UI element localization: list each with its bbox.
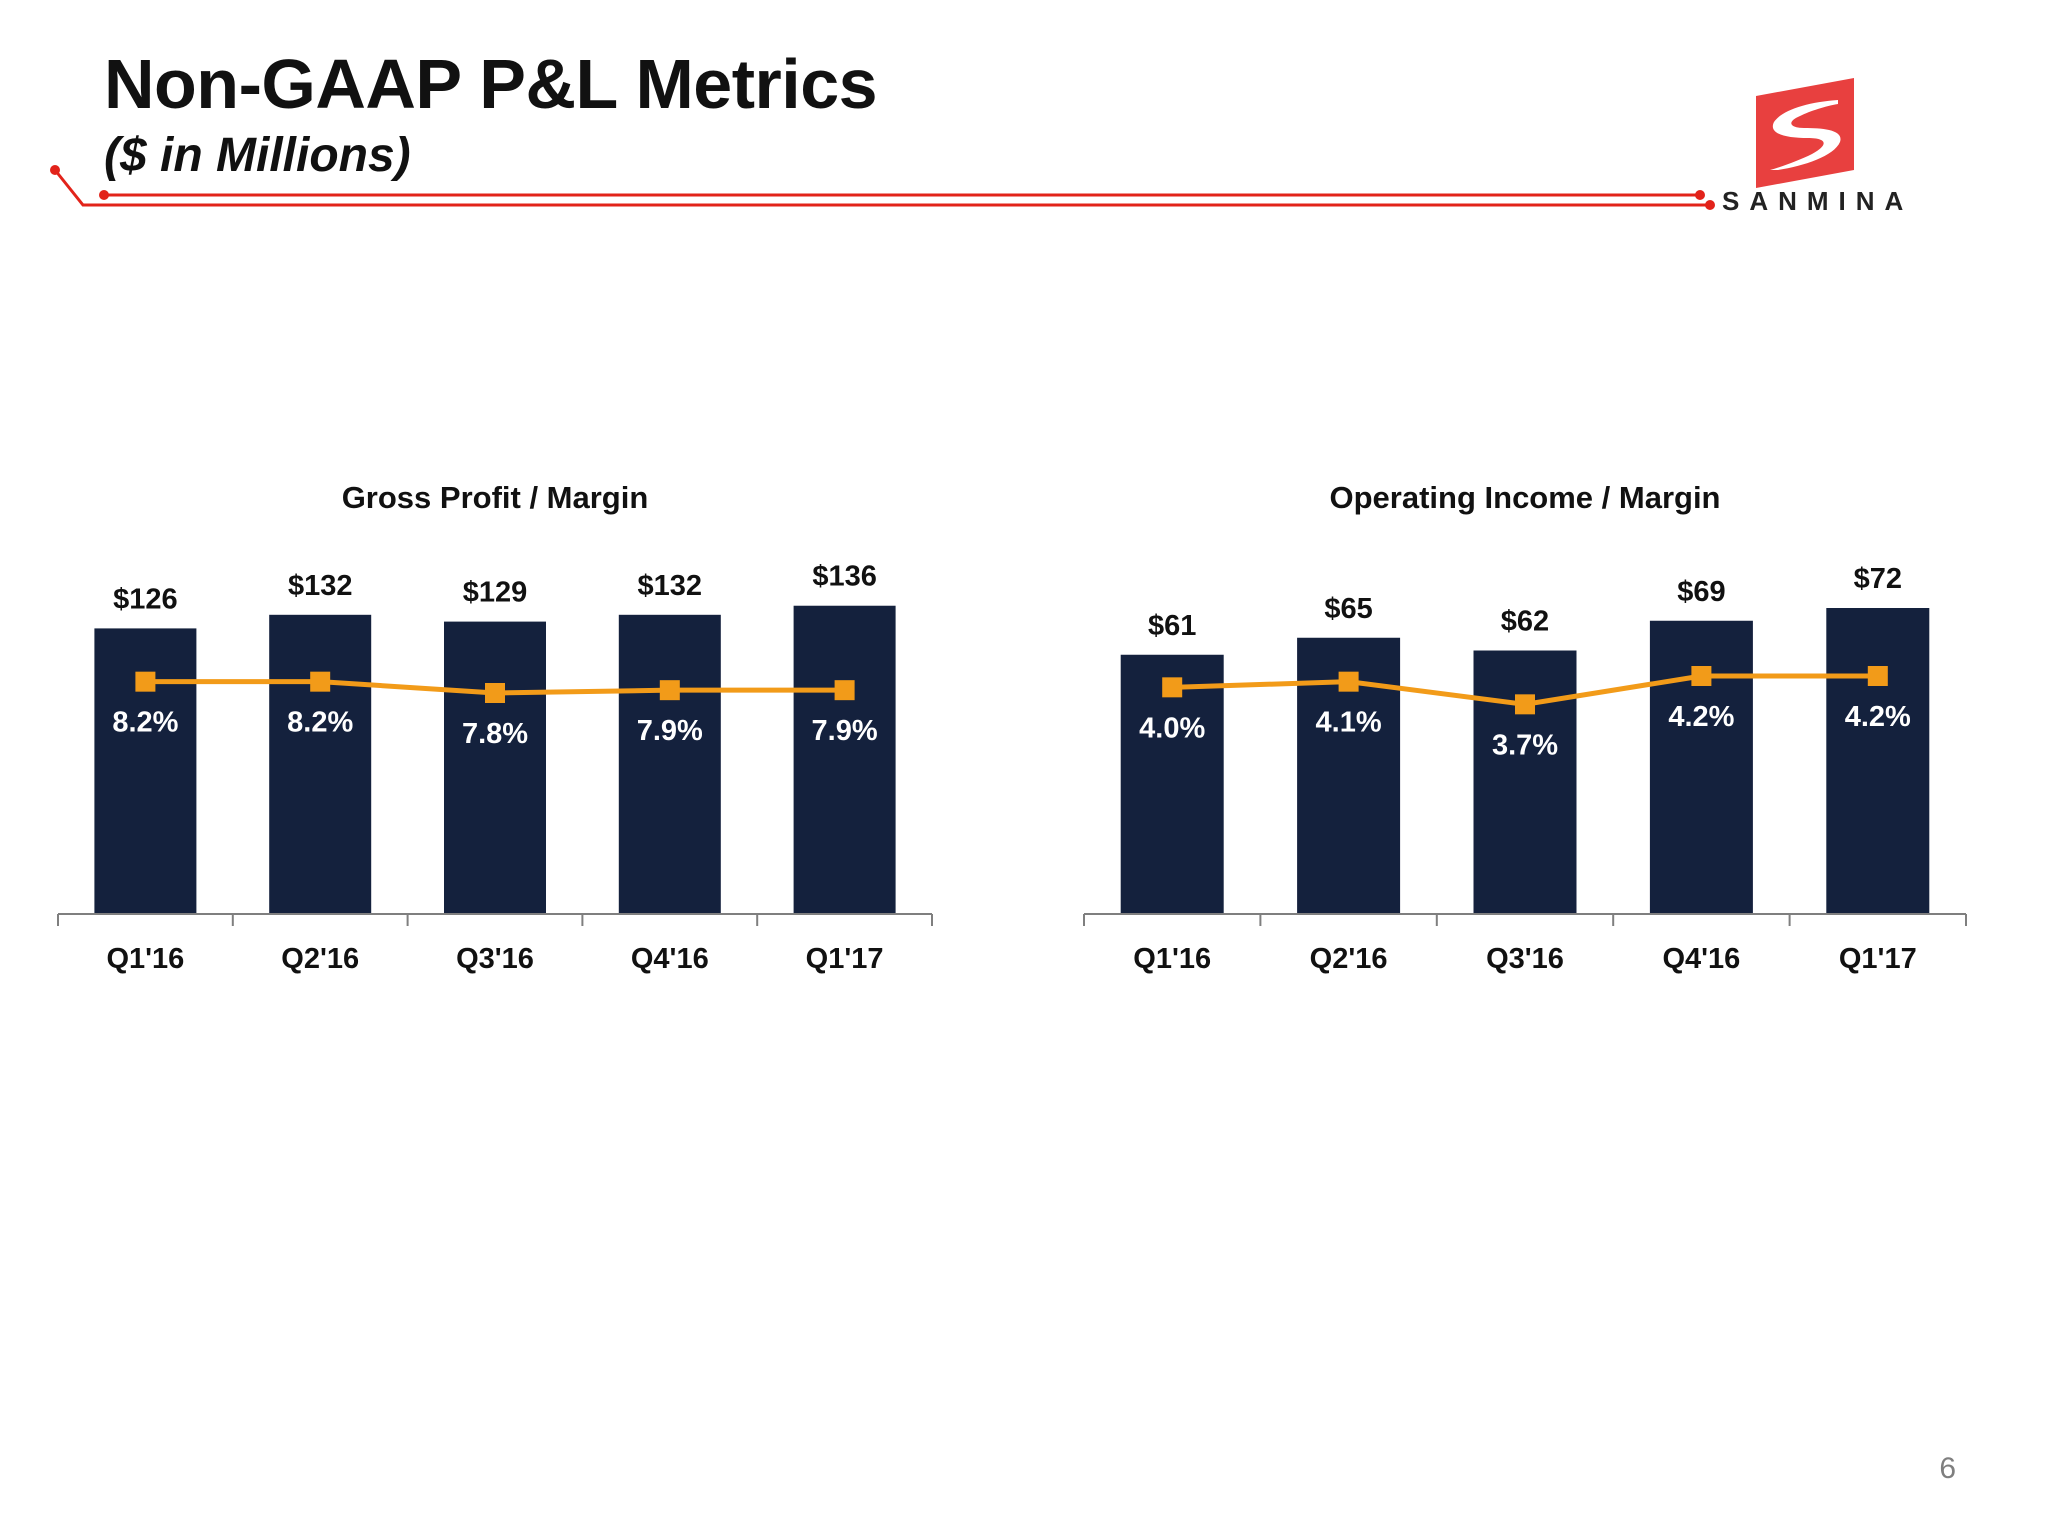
margin-point <box>1338 671 1359 692</box>
margin-point <box>1162 677 1183 698</box>
x-tick-label: Q1'16 <box>1133 943 1211 975</box>
x-tick-label: Q2'16 <box>1310 943 1388 975</box>
header-rule <box>50 165 1715 210</box>
bar <box>94 628 197 914</box>
bar <box>1826 608 1930 914</box>
x-tick-label: Q2'16 <box>281 943 359 975</box>
bar-value-label: $132 <box>288 570 353 602</box>
chart-title: Operating Income / Margin <box>1330 480 1721 515</box>
margin-point <box>834 680 855 701</box>
bar <box>793 605 896 914</box>
x-tick-label: Q3'16 <box>456 943 534 975</box>
margin-value-label: 3.7% <box>1492 729 1558 761</box>
margin-value-label: 7.9% <box>812 715 878 747</box>
bar <box>269 614 372 914</box>
margin-value-label: 4.2% <box>1668 701 1734 733</box>
bar-value-label: $62 <box>1501 606 1549 638</box>
bar-value-label: $69 <box>1677 576 1725 608</box>
margin-point <box>659 680 680 701</box>
x-tick-label: Q4'16 <box>1662 943 1740 975</box>
logo-wordmark: SANMINA <box>1722 186 1914 216</box>
x-tick-label: Q1'16 <box>106 943 184 975</box>
margin-point <box>310 671 331 692</box>
bar-value-label: $129 <box>463 577 528 609</box>
x-tick-label: Q3'16 <box>1486 943 1564 975</box>
margin-value-label: 4.2% <box>1845 701 1911 733</box>
x-tick-label: Q4'16 <box>631 943 709 975</box>
page-number: 6 <box>1939 1452 1956 1485</box>
margin-point <box>1867 666 1888 686</box>
margin-point <box>135 671 156 692</box>
margin-point <box>1691 666 1712 686</box>
x-tick-label: Q1'17 <box>1839 943 1917 975</box>
margin-point <box>485 683 505 703</box>
margin-value-label: 4.1% <box>1316 707 1382 739</box>
margin-value-label: 8.2% <box>287 707 353 739</box>
bar <box>618 614 721 914</box>
bar-value-label: $132 <box>638 570 703 602</box>
bar-value-label: $136 <box>812 561 877 593</box>
margin-value-label: 7.9% <box>637 715 703 747</box>
charts-area: Gross Profit / Margin $126 Q1'16 $132 Q2'16 $… <box>57 480 1967 975</box>
slide-title: Non-GAAP P&L Metrics <box>104 45 878 123</box>
bar <box>1649 620 1753 914</box>
bar <box>1120 654 1224 914</box>
bar-value-label: $72 <box>1854 563 1902 595</box>
bar-value-label: $126 <box>113 583 178 615</box>
slide-subtitle: ($ in Millions) <box>104 129 411 182</box>
bar-value-label: $65 <box>1324 593 1372 625</box>
bar <box>444 621 546 914</box>
bar-value-label: $61 <box>1148 610 1196 642</box>
x-tick-label: Q1'17 <box>806 943 884 975</box>
bar <box>1473 650 1577 914</box>
margin-point <box>1515 694 1535 715</box>
chart-title: Gross Profit / Margin <box>342 480 649 515</box>
margin-value-label: 4.0% <box>1139 712 1205 744</box>
sanmina-logo-icon <box>1756 78 1854 188</box>
margin-value-label: 7.8% <box>462 718 528 750</box>
margin-value-label: 8.2% <box>112 707 178 739</box>
